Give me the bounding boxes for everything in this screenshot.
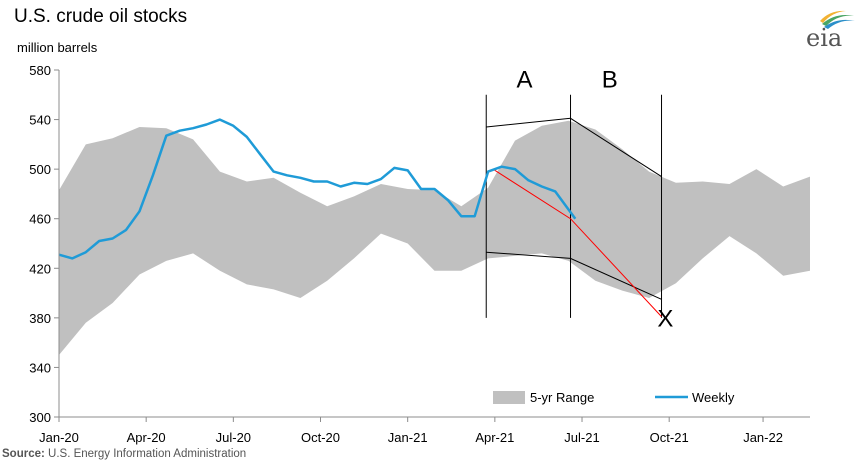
range-band-layer	[59, 120, 810, 355]
source-text: U.S. Energy Information Administration	[44, 448, 247, 460]
legend-label-weekly: Weekly	[692, 390, 735, 405]
logo-text: eia	[806, 24, 842, 50]
y-tick-label: 300	[29, 410, 51, 425]
y-tick-label: 340	[29, 360, 51, 375]
projection-layer	[485, 94, 663, 318]
y-axis-unit-label: million barrels	[17, 40, 98, 55]
annotation-label-x: X	[657, 306, 673, 333]
axes-layer: 300 340 380 420 460 500 540 580 Jan-20 Apr-20 Jul-…	[29, 63, 810, 445]
projection-line-0	[486, 117, 662, 178]
annotation-layer: A B X	[517, 66, 674, 332]
eia-logo: eia	[806, 10, 855, 50]
annotation-label-a: A	[517, 66, 533, 93]
y-tick-label: 460	[29, 212, 51, 227]
x-tick-label: Apr-21	[475, 430, 514, 445]
range-band	[59, 120, 810, 355]
chart-title: U.S. crude oil stocks	[14, 6, 188, 27]
legend: 5-yr Range Weekly	[493, 390, 735, 405]
source-note: Source: U.S. Energy Information Administ…	[2, 448, 246, 460]
x-tick-label: Jan-22	[743, 430, 783, 445]
x-tick-label: Oct-20	[301, 430, 340, 445]
x-tick-label: Jul-20	[216, 430, 251, 445]
y-tick-label: 500	[29, 162, 51, 177]
legend-swatch-range	[493, 391, 525, 404]
y-tick-label: 380	[29, 311, 51, 326]
weekly-line-layer	[58, 118, 577, 260]
chart-plot: 300 340 380 420 460 500 540 580 Jan-20 Apr-20 Jul-…	[29, 63, 810, 445]
y-tick-label: 540	[29, 113, 51, 128]
x-tick-label: Apr-20	[127, 430, 166, 445]
y-tick-label: 420	[29, 261, 51, 276]
x-tick-label: Oct-21	[650, 430, 689, 445]
annotation-label-b: B	[602, 66, 618, 93]
projection-line-2	[492, 168, 662, 317]
projection-line-1	[486, 251, 662, 300]
legend-label-range: 5-yr Range	[530, 390, 594, 405]
weekly-series-line	[58, 118, 577, 260]
x-tick-label: Jan-21	[388, 430, 428, 445]
y-tick-label: 580	[29, 63, 51, 78]
source-label: Source:	[2, 448, 45, 460]
x-tick-label: Jul-21	[564, 430, 599, 445]
x-tick-label: Jan-20	[39, 430, 79, 445]
